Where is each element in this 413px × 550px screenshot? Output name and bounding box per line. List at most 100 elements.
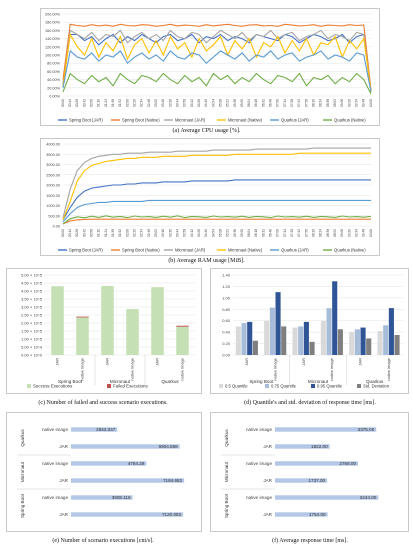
x-tick-label: 01:10 xyxy=(97,229,101,237)
x-tick-label: 01:52 xyxy=(118,99,122,107)
category-label: native image xyxy=(246,495,272,500)
bar xyxy=(275,495,379,500)
x-tick-label: 04:26 xyxy=(197,99,201,107)
scenario-executions-chart-panel: native image 2942.347 JAR 6904.558 native im… xyxy=(6,412,202,532)
y-tick-label: 0.00 xyxy=(53,225,60,229)
y-tick-label: 5.00 × 10^5 xyxy=(21,273,43,278)
category-label: native image xyxy=(246,427,272,432)
x-tick-label: 00:28 xyxy=(75,229,79,237)
series-line-micronaut-native- xyxy=(62,152,371,221)
caption-c: (c) Number of failed and success scenari… xyxy=(38,400,168,406)
x-tick-label: 02:34 xyxy=(140,99,144,107)
data-label: 7184.682 xyxy=(163,478,183,483)
bar-0-75-quantile xyxy=(326,308,332,355)
x-tick-label: 02:34 xyxy=(140,229,144,237)
bar xyxy=(275,478,328,483)
x-tick-label: 07:56 xyxy=(304,229,308,237)
x-tick-label: 09:48 xyxy=(362,229,366,237)
legend-swatch xyxy=(311,384,315,388)
bar-success-executions xyxy=(176,326,189,355)
y-tick-label: 3000.00 xyxy=(46,163,60,167)
caption-f: (f) Average response time [ms]. xyxy=(272,538,348,544)
x-tick-label: 08:38 xyxy=(326,229,330,237)
y-tick-label: 2.00 × 10^5 xyxy=(21,321,43,326)
x-tick-label: 05:36 xyxy=(233,229,237,237)
group-label: Micronaut xyxy=(308,379,329,384)
legend-entry: Spring Boot (Native) xyxy=(122,248,160,253)
cpu-usage-chart: 0.00% 20.00% 40.00% 60.00% 80.00% 100.00% 120.… xyxy=(45,13,373,123)
bar-0-95-quantile xyxy=(275,292,281,355)
x-tick-label: 01:10 xyxy=(97,99,101,107)
y-tick-label: 0.80 xyxy=(222,307,231,312)
x-tick-label: 00:56 xyxy=(89,229,93,237)
bar-0-75-quantile xyxy=(298,326,304,355)
series-line-quarkus-jar- xyxy=(62,199,371,223)
y-tick-label: 3.50 × 10^5 xyxy=(21,297,43,302)
x-tick-label: 00:00 xyxy=(61,99,65,107)
y-tick-label: 0.60 xyxy=(222,318,231,323)
x-tick-label: 03:16 xyxy=(161,229,165,237)
x-tick-label: 06:32 xyxy=(261,229,265,237)
x-tick-label: 03:30 xyxy=(168,229,172,237)
caption-b: (b) Average RAM usage [MiB]. xyxy=(168,258,245,264)
legend: Spring Boot (JAR) Spring Boot (Native) Mic… xyxy=(58,248,366,253)
x-tick-label: 06:18 xyxy=(254,99,258,107)
x-tick-label: 05:08 xyxy=(218,99,222,107)
group-label: Quarkus xyxy=(224,429,229,447)
x-tick-label: 03:02 xyxy=(154,229,158,237)
data-label: 2768.00 xyxy=(339,461,356,466)
y-tick-label: 3500.00 xyxy=(46,153,60,157)
x-tick-label: 07:28 xyxy=(290,229,294,237)
legend-entry: Micronaut (Native) xyxy=(228,118,263,123)
y-tick-label: 120.00% xyxy=(45,45,61,49)
series-line-micronaut-jar- xyxy=(62,147,371,218)
x-tick-label: 00:42 xyxy=(82,229,86,237)
series-line-spring-boot-native- xyxy=(62,23,372,90)
x-tick-label: 03:44 xyxy=(175,99,179,107)
scenario-executions-chart: native image 2942.347 JAR 6904.558 native im… xyxy=(17,427,185,518)
bar-std-deviation xyxy=(281,326,287,355)
bar xyxy=(275,512,328,517)
data-label: 1754.00 xyxy=(309,512,326,517)
x-tick-label: 02:20 xyxy=(132,229,136,237)
bar-0-75-quantile xyxy=(354,329,360,355)
executions-chart: 0.00 × 10^0 5.00 × 10^4 1.00 × 10^5 1.50 × … xyxy=(21,273,195,389)
x-tick-label: 09:20 xyxy=(347,99,351,107)
series-line-spring-boot-native- xyxy=(62,218,371,225)
x-tick-label: 04:54 xyxy=(211,229,215,237)
legend-swatch xyxy=(357,384,361,388)
legend-entry: Quarkus (JAR) xyxy=(281,118,309,123)
category-label: JAR xyxy=(59,478,68,483)
bar-0-5-quantile xyxy=(349,332,355,355)
x-tick-label: 04:12 xyxy=(190,99,194,107)
legend-entry: Micronaut (Native) xyxy=(228,248,263,253)
category-label: JAR xyxy=(263,478,272,483)
x-tick-label: 05:50 xyxy=(240,99,244,107)
y-tick-label: 1500.00 xyxy=(46,194,60,198)
y-tick-label: 1.40 xyxy=(222,273,231,278)
bar-failed-executions xyxy=(176,325,189,327)
data-label: 1737.00 xyxy=(309,478,326,483)
legend-entry: 0.75 Quantile xyxy=(271,384,297,389)
y-tick-label: 1.20 xyxy=(222,284,231,289)
y-tick-label: 0.20 xyxy=(222,341,231,346)
bar-0-95-quantile xyxy=(332,281,338,355)
y-tick-label: 5.00 × 10^4 xyxy=(21,345,43,350)
x-tick-label: 07:28 xyxy=(290,99,294,107)
ram-usage-chart-panel: 0.00 500.00 1000.00 1500.00 2000.00 2500.00 30… xyxy=(40,138,380,256)
x-tick-label: 07:14 xyxy=(283,229,287,237)
x-tick-label: 05:22 xyxy=(226,99,230,107)
x-tick-label: 03:58 xyxy=(183,99,187,107)
x-tick-label: 09:20 xyxy=(347,229,351,237)
x-tick-label: 04:40 xyxy=(204,99,208,107)
x-tick-label: 07:00 xyxy=(276,229,280,237)
caption-d: (d) Quantile's and std. deviation of res… xyxy=(244,400,376,406)
x-tick-label: 08:52 xyxy=(333,229,337,237)
x-tick-label: 07:42 xyxy=(297,229,301,237)
legend: Spring Boot (JAR) Spring Boot (Native) Mic… xyxy=(58,118,366,123)
bar-failed-executions xyxy=(76,316,89,318)
category-label: JAR xyxy=(358,358,363,366)
series-line-quarkus-native- xyxy=(62,72,372,95)
y-tick-label: 0.00% xyxy=(49,95,60,99)
y-tick-label: 160.00% xyxy=(45,29,61,33)
